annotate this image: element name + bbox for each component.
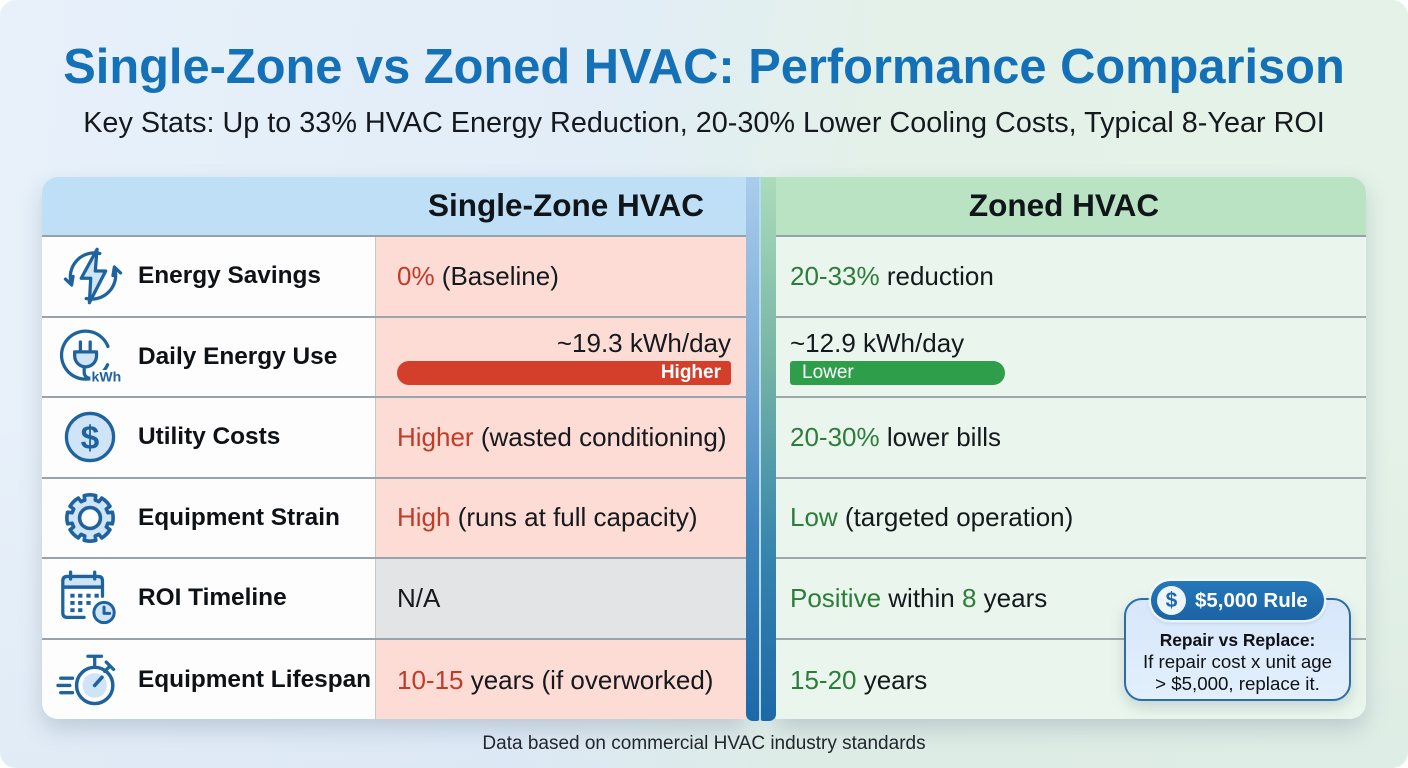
svg-text:$: $ — [81, 420, 100, 457]
svg-text:kWh: kWh — [92, 368, 122, 384]
